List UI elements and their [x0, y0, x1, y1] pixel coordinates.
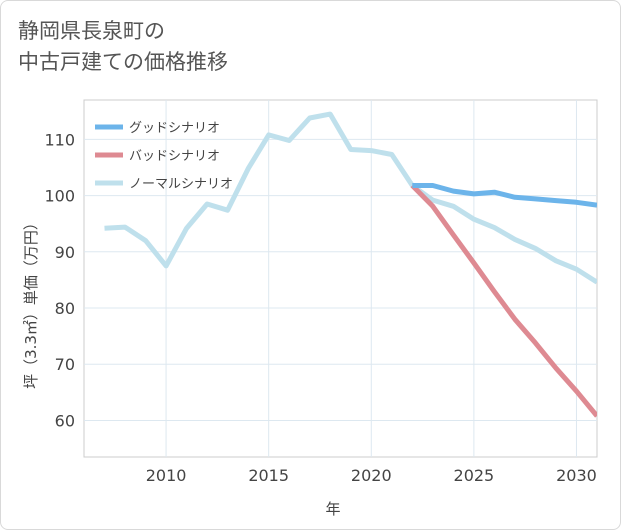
y-tick-labels: 60 70 80 90 100 110 — [44, 130, 75, 430]
x-axis-label: 年 — [325, 500, 340, 518]
chart-title: 静岡県長泉町の 中古戸建ての価格推移 — [18, 16, 228, 78]
x-tick-label: 2025 — [454, 466, 495, 485]
y-tick-label: 70 — [55, 355, 75, 374]
y-tick-label: 110 — [44, 130, 75, 149]
legend-label: ノーマルシナリオ — [129, 177, 233, 192]
x-tick-label: 2010 — [146, 466, 187, 485]
y-axis-label: 坪（3.3㎡）単価（万円） — [22, 215, 40, 389]
y-tick-label: 100 — [44, 187, 75, 206]
chart-title-line-2: 中古戸建ての価格推移 — [18, 50, 228, 74]
x-tick-label: 2015 — [248, 466, 289, 485]
grid — [84, 100, 597, 457]
series-line-2 — [104, 111, 597, 285]
y-tick-label: 80 — [55, 299, 75, 318]
y-tick-label: 60 — [55, 411, 75, 430]
x-tick-label: 2020 — [351, 466, 392, 485]
x-tick-label: 2030 — [556, 466, 597, 485]
x-tick-labels: 2010 2015 2020 2025 2030 — [146, 466, 597, 485]
legend-label: グッドシナリオ — [129, 121, 220, 136]
chart-title-line-1: 静岡県長泉町の — [18, 19, 165, 43]
series-line-0 — [412, 183, 597, 208]
plot-area — [83, 99, 598, 458]
series-line-1 — [410, 183, 597, 418]
y-tick-label: 90 — [55, 243, 75, 262]
series-lines — [104, 111, 597, 418]
legend-label: バッドシナリオ — [129, 149, 220, 164]
